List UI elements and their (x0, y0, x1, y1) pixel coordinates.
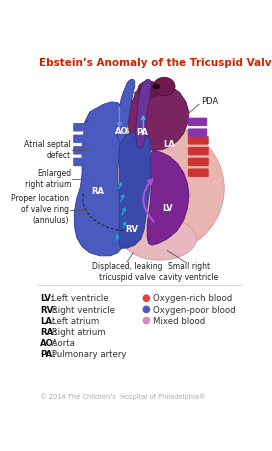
Circle shape (143, 305, 150, 313)
FancyBboxPatch shape (73, 134, 88, 143)
Text: RA: RA (91, 187, 104, 196)
FancyBboxPatch shape (188, 158, 209, 166)
FancyBboxPatch shape (188, 147, 209, 156)
Circle shape (143, 317, 150, 324)
Ellipse shape (89, 124, 224, 254)
Text: PA:: PA: (40, 350, 56, 359)
Text: Displaced, leaking
tricuspid valve: Displaced, leaking tricuspid valve (92, 262, 162, 282)
Polygon shape (117, 79, 135, 143)
FancyBboxPatch shape (73, 123, 88, 132)
Text: Left atrium: Left atrium (49, 317, 99, 326)
Polygon shape (147, 150, 189, 245)
FancyBboxPatch shape (188, 136, 209, 145)
Text: LA:: LA: (40, 317, 56, 326)
Text: LA: LA (164, 140, 175, 149)
Text: Aorta: Aorta (49, 339, 75, 348)
Text: Right ventricle: Right ventricle (49, 305, 115, 314)
Text: AO:: AO: (40, 339, 58, 348)
Text: AO: AO (115, 127, 128, 136)
Text: RV: RV (125, 225, 138, 234)
Ellipse shape (153, 84, 160, 89)
FancyBboxPatch shape (188, 129, 207, 137)
Text: Mixed blood: Mixed blood (153, 317, 205, 326)
Text: PDA: PDA (201, 97, 218, 106)
Polygon shape (135, 79, 151, 148)
Text: LV: LV (162, 203, 173, 212)
FancyBboxPatch shape (73, 158, 88, 166)
Text: LV:: LV: (40, 295, 54, 304)
Text: Enlarged
right atrium: Enlarged right atrium (25, 169, 71, 189)
Text: Proper location
of valve ring
(annulus): Proper location of valve ring (annulus) (11, 194, 69, 225)
FancyBboxPatch shape (73, 146, 88, 155)
Polygon shape (128, 83, 189, 150)
Text: Oxygen-rich blood: Oxygen-rich blood (153, 295, 232, 304)
Text: Pulmonary artery: Pulmonary artery (49, 350, 126, 359)
Text: PA: PA (137, 128, 149, 137)
Polygon shape (74, 102, 125, 256)
Text: Small right
cavity ventricle: Small right cavity ventricle (159, 262, 219, 282)
Circle shape (143, 295, 150, 302)
Polygon shape (119, 133, 150, 248)
Text: Right atrium: Right atrium (49, 328, 106, 337)
Ellipse shape (153, 77, 175, 96)
Text: RA:: RA: (40, 328, 57, 337)
Ellipse shape (138, 81, 160, 98)
Text: © 2014 The Children’s  Hospital of Philadelphia®: © 2014 The Children’s Hospital of Philad… (40, 393, 206, 400)
FancyBboxPatch shape (188, 169, 209, 177)
Text: Left ventricle: Left ventricle (49, 295, 109, 304)
Text: Ebstein’s Anomaly of the Tricuspid Valve: Ebstein’s Anomaly of the Tricuspid Valve (39, 58, 272, 68)
Text: Atrial septal
defect: Atrial septal defect (24, 140, 71, 161)
Text: RV:: RV: (40, 305, 57, 314)
Text: Oxygen-poor blood: Oxygen-poor blood (153, 305, 235, 314)
FancyBboxPatch shape (188, 118, 207, 126)
Ellipse shape (123, 218, 196, 260)
